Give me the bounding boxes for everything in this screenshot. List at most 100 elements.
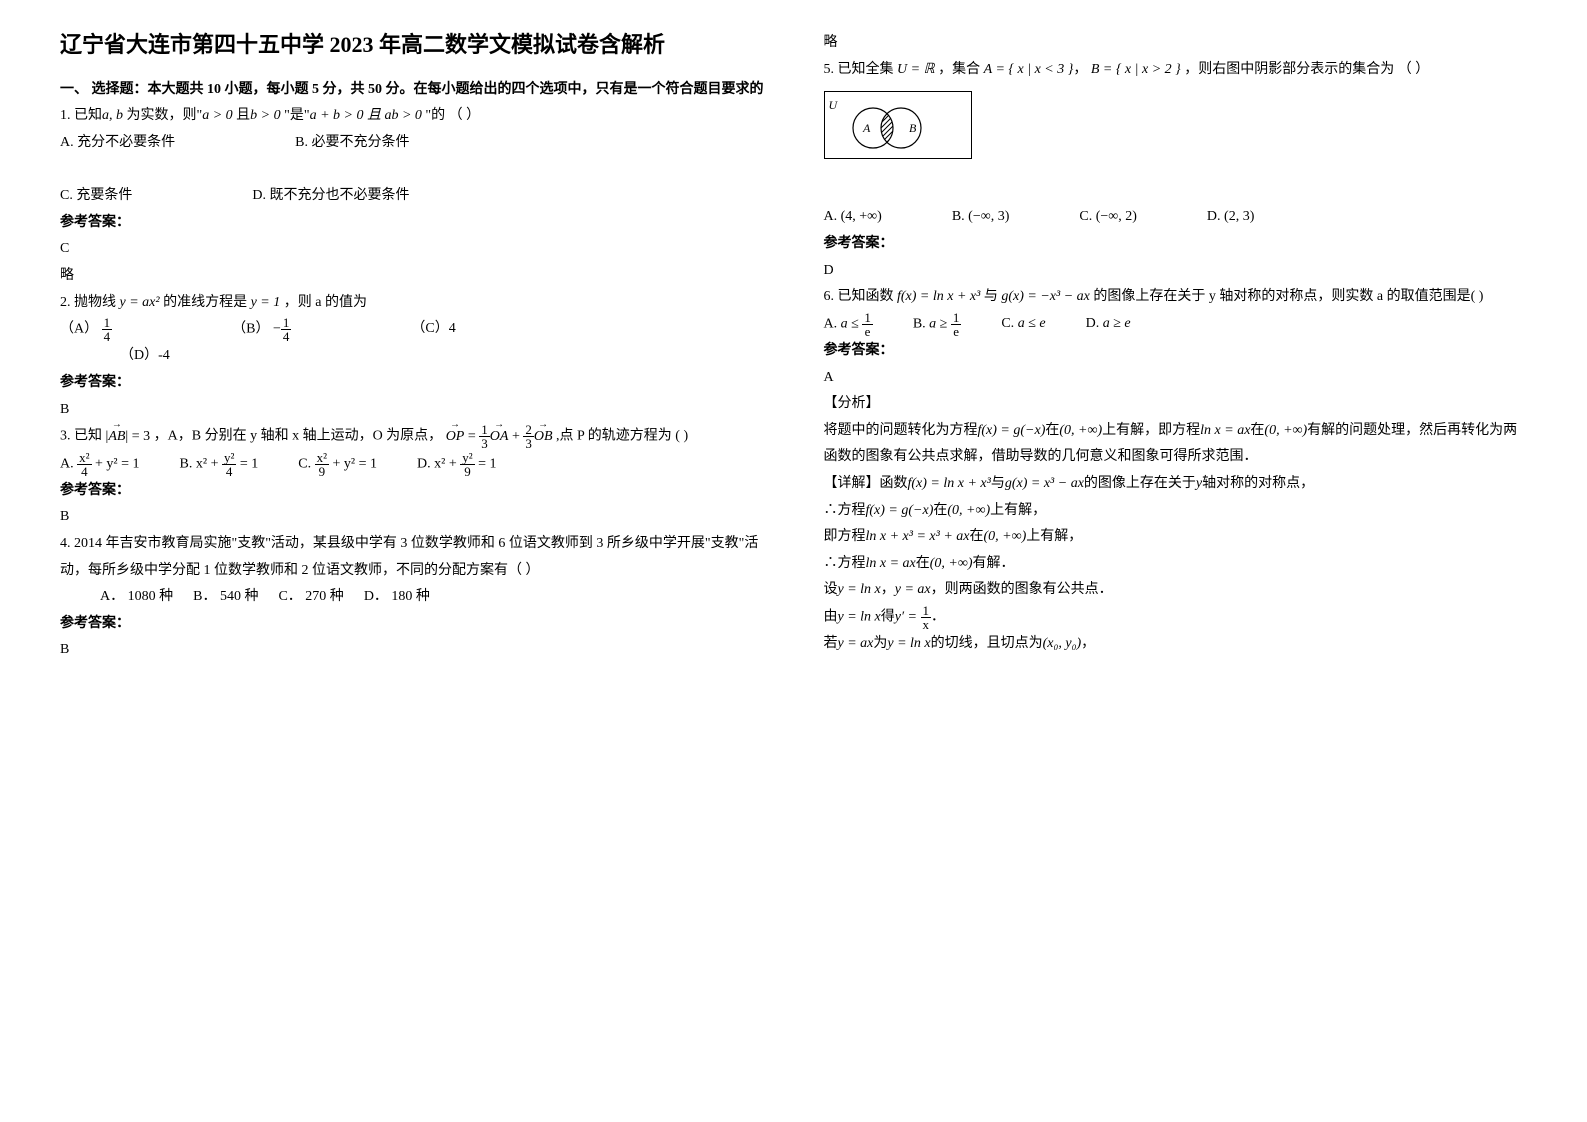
text: OA xyxy=(490,429,509,444)
text: ，A，B 分别在 y 轴和 x 轴上运动，O 为原点， xyxy=(154,429,443,444)
right-column: 略 5. 已知全集 U = ℝ ，集合 A = { x | x < 3 }， B… xyxy=(824,30,1528,664)
den: 4 xyxy=(102,330,113,343)
den: 4 xyxy=(222,465,236,478)
t: 与 xyxy=(991,476,1005,491)
venn-diagram: U A B xyxy=(824,91,972,159)
num: 1 xyxy=(921,604,932,618)
pre: D. xyxy=(417,456,434,471)
q6-opts: A. a ≤ 1e B. a ≥ 1e C. a ≤ e D. a ≥ e xyxy=(824,311,1528,338)
frac: 1e xyxy=(951,311,962,338)
t: ． xyxy=(931,610,945,625)
q6-answer: A xyxy=(824,365,1528,392)
den: 3 xyxy=(523,437,534,450)
venn-A-label: A xyxy=(862,121,871,135)
expr: U = ℝ xyxy=(897,62,935,77)
num: 1 xyxy=(479,423,490,437)
den: 4 xyxy=(77,465,91,478)
e: (0, +∞) xyxy=(1059,423,1102,438)
frac: x²9 xyxy=(315,451,329,478)
t: 设 xyxy=(824,582,838,597)
e: (x₀, y₀) xyxy=(1043,636,1082,651)
t: 若 xyxy=(824,636,838,651)
e: y = ax xyxy=(895,582,931,597)
rest: + y² = 1 xyxy=(92,456,140,471)
answer-label: 参考答案： xyxy=(60,210,764,237)
t: 上有解， xyxy=(990,503,1046,518)
text: 3. 已知 xyxy=(60,429,102,444)
expr: y = ax² xyxy=(120,295,160,310)
t: 上有解， xyxy=(1026,529,1082,544)
detail-2: ∴方程f(x) = g(−x)在(0, +∞)上有解， xyxy=(824,498,1528,525)
text: 5. 已知全集 xyxy=(824,62,894,77)
val: (−∞, 3) xyxy=(968,209,1009,224)
text: ，则右图中阴影部分表示的集合为 （ ） xyxy=(1184,62,1429,77)
q2-optD: （D）-4 xyxy=(60,343,764,370)
q2-opts-row1: （A） 14 （B） −14 （C）4 xyxy=(60,316,764,343)
vec-oa: OA xyxy=(490,424,509,451)
den: e xyxy=(862,325,873,338)
e: y′ = xyxy=(895,610,921,625)
t: ，则两函数的图象有公共点． xyxy=(931,582,1113,597)
u-label: U xyxy=(829,94,838,117)
expr: a > 0 xyxy=(202,108,232,123)
t: 即方程 xyxy=(824,529,866,544)
analysis-1: 将题中的问题转化为方程f(x) = g(−x)在(0, +∞)上有解，即方程ln… xyxy=(824,418,1528,471)
e: (0, +∞) xyxy=(983,529,1026,544)
answer-label: 参考答案： xyxy=(824,338,1528,365)
pre: A. xyxy=(824,316,841,331)
e: y = ln x xyxy=(887,636,930,651)
q1-stem: 1. 已知a, b 为实数，则"a > 0 且b > 0 "是"a + b > … xyxy=(60,103,764,130)
q1-optA: A. 充分不必要条件 xyxy=(60,130,175,157)
t: 在 xyxy=(933,503,947,518)
q1-optD: D. 既不充分也不必要条件 xyxy=(252,183,409,210)
text: 的准线方程是 xyxy=(163,295,247,310)
t: 在 xyxy=(969,529,983,544)
q1-answer: C xyxy=(60,236,764,263)
num: 1 xyxy=(102,316,113,330)
detail-1: 【详解】函数f(x) = ln x + x³与g(x) = x³ − ax的图像… xyxy=(824,471,1528,498)
text: 6. 已知函数 xyxy=(824,289,894,304)
lpre: x² + xyxy=(196,456,222,471)
detail-3: 即方程ln x + x³ = x³ + ax在(0, +∞)上有解， xyxy=(824,524,1528,551)
num: x² xyxy=(315,451,329,465)
den: 9 xyxy=(460,465,474,478)
t: ∴方程 xyxy=(824,503,866,518)
e: ln x + x³ = x³ + ax xyxy=(866,529,970,544)
q6-stem: 6. 已知函数 f(x) = ln x + x³ 与 g(x) = −x³ − … xyxy=(824,284,1528,311)
neg: − xyxy=(273,322,281,337)
detail-4: ∴方程ln x = ax在(0, +∞)有解． xyxy=(824,551,1528,578)
t: 在 xyxy=(1250,423,1264,438)
rest: = 1 xyxy=(236,456,258,471)
rest: = 1 xyxy=(475,456,497,471)
pre: A. xyxy=(60,456,77,471)
den: 4 xyxy=(281,330,292,343)
q5-optB: B. (−∞, 3) xyxy=(952,204,1010,231)
text: ，则 a 的值为 xyxy=(284,295,367,310)
frac: 13 xyxy=(479,423,490,450)
brief: 略 xyxy=(60,263,764,290)
expr: A = { x | x < 3 } xyxy=(984,62,1074,77)
answer-label: 参考答案： xyxy=(60,478,764,505)
t: 在 xyxy=(916,556,930,571)
q5-optC: C. (−∞, 2) xyxy=(1079,204,1137,231)
e: f(x) = g(−x) xyxy=(978,423,1046,438)
left-column: 辽宁省大连市第四十五中学 2023 年高二数学文模拟试卷含解析 一、 选择题：本… xyxy=(60,30,764,664)
lhs: a ≥ xyxy=(929,316,951,331)
text: ，集合 xyxy=(938,62,980,77)
detail-6: 由y = ln x得y′ = 1x． xyxy=(824,604,1528,631)
q4-stem: 4. 2014 年吉安市教育局实施"支教"活动，某县级中学有 3 位数学教师和 … xyxy=(60,531,764,584)
q4-opts: A． 1080 种 B． 540 种 C． 270 种 D． 180 种 xyxy=(60,584,764,611)
num: 1 xyxy=(951,311,962,325)
venn-B-label: B xyxy=(909,121,917,135)
expr: g(x) = −x³ − ax xyxy=(1001,289,1090,304)
q3-optB: B. x² + y²4 = 1 xyxy=(180,451,259,478)
section-1-heading: 一、 选择题：本大题共 10 小题，每小题 5 分，共 50 分。在每小题给出的… xyxy=(60,77,764,104)
den: 9 xyxy=(315,465,329,478)
q6-optC: C. a ≤ e xyxy=(1001,311,1045,338)
detail-label: 【详解】 xyxy=(824,476,880,491)
num: 1 xyxy=(862,311,873,325)
pre: B. xyxy=(913,316,929,331)
val: a ≥ e xyxy=(1103,316,1131,331)
t: ， xyxy=(881,582,895,597)
comma: ， xyxy=(1073,62,1087,77)
